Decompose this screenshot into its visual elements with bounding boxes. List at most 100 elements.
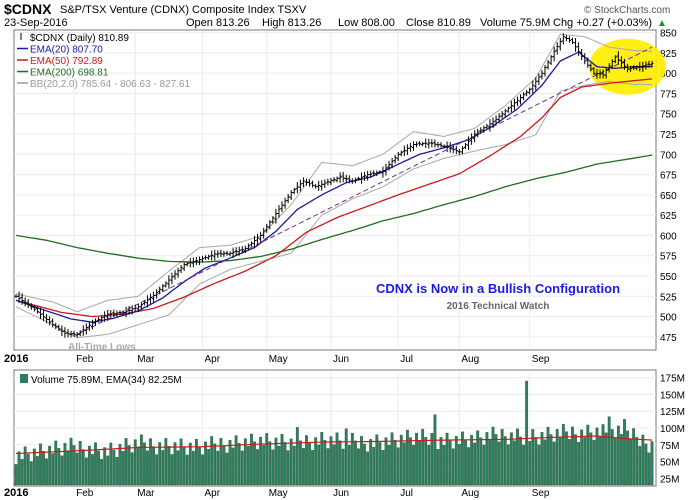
volume-bar [250, 433, 253, 486]
volume-bar [329, 436, 333, 486]
price-x-tick-label: Jun [333, 354, 349, 365]
volume-bar [155, 454, 159, 486]
volume-y-tick-label: 75M [660, 441, 679, 452]
high-label: High 813.26 [262, 17, 321, 29]
volume-bar [23, 446, 27, 486]
volume-bar [305, 435, 308, 486]
volume-bar [354, 440, 357, 486]
chg-arrow-icon: ▲ [657, 18, 667, 29]
volume-bar [69, 437, 73, 486]
volume-bar [314, 437, 318, 486]
volume-bar [574, 434, 577, 486]
volume-bar [387, 444, 391, 486]
volume-bar [418, 440, 422, 486]
volume-bar [45, 458, 48, 486]
volume-bar [320, 432, 324, 486]
volume-bar [442, 445, 446, 486]
volume-bar [372, 446, 376, 486]
price-y-tick-label: 525 [660, 292, 677, 303]
volume-bar [546, 426, 550, 486]
volume-bar [201, 454, 204, 486]
volume-bar [531, 429, 535, 486]
volume-x-tick-label: Aug [461, 488, 479, 499]
price-y-tick-label: 825 [660, 49, 677, 60]
price-y-tick-label: 650 [660, 191, 677, 202]
volume-bar [558, 436, 562, 486]
volume-bar [360, 436, 363, 486]
volume-bar [256, 449, 259, 486]
volume-bar [124, 438, 128, 486]
volume-bar [357, 448, 360, 486]
volume-bar [240, 450, 244, 486]
volume-bar [84, 457, 88, 486]
volume-bar [464, 439, 467, 486]
volume-bar [185, 454, 189, 486]
ema20-line [15, 51, 652, 323]
volume-bar [51, 453, 55, 486]
volume-bar [528, 441, 532, 486]
volume-bar [350, 433, 354, 486]
volume-series [14, 380, 654, 486]
volume-y-tick-label: 50M [660, 458, 679, 469]
volume-bar [644, 443, 648, 486]
volume-bar [522, 444, 525, 486]
volume-bar [115, 456, 119, 486]
volume-bar [234, 435, 238, 486]
price-y-tick-label: 775 [660, 89, 677, 100]
volume-bar [623, 419, 626, 486]
volume-x-tick-label: Apr [205, 488, 221, 499]
volume-bar [363, 443, 366, 486]
volume-bar [543, 439, 547, 486]
volume-bar [454, 436, 458, 486]
volume-bar [161, 450, 165, 486]
volume-bar [42, 451, 45, 486]
price-x-tick-label: Feb [76, 354, 94, 365]
price-y-tick-label: 600 [660, 231, 677, 242]
price-y-tick-label: 625 [660, 211, 677, 222]
volume-bar [63, 443, 67, 486]
volume-bar [620, 434, 623, 486]
volume-bar [500, 428, 504, 486]
volume-label: Volume 75.9M [480, 17, 550, 29]
volume-bar [393, 439, 397, 486]
volume-bar [497, 441, 501, 486]
volume-bar [146, 450, 149, 486]
legend-entry: $CDNX (Daily) 810.89 [30, 33, 129, 44]
price-panel [13, 29, 657, 351]
volume-bar [564, 431, 568, 486]
volume-bar [601, 424, 605, 486]
price-y-axis: 475 500 525 550 575 600 625 650 675 700 725 750 775 8… [660, 29, 677, 344]
volume-bar [308, 442, 311, 486]
volume-bar [78, 440, 82, 486]
volume-bar [311, 450, 314, 486]
volume-bar [176, 450, 180, 486]
volume-ema34-line [15, 435, 653, 455]
volume-bar [405, 429, 409, 486]
volume-bar [136, 446, 140, 486]
volume-bar [335, 432, 339, 486]
volume-bar [540, 432, 544, 486]
volume-bar [17, 451, 21, 486]
volume-bar [14, 464, 18, 486]
volume-x-tick-label: Mar [137, 488, 155, 499]
volume-bar [274, 437, 278, 486]
date-label: 23-Sep-2016 [4, 17, 68, 29]
volume-bar [433, 414, 437, 486]
volume-bar [292, 445, 296, 486]
volume-bar [552, 441, 556, 486]
volume-bar [549, 434, 553, 486]
volume-bar [225, 452, 229, 486]
volume-bar [262, 445, 266, 486]
volume-y-tick-label: 125M [660, 407, 685, 418]
volume-bar [66, 450, 70, 486]
price-y-tick-label: 700 [660, 150, 677, 161]
volume-bar [121, 451, 125, 486]
volume-bar [516, 428, 519, 486]
volume-bar [191, 450, 195, 486]
volume-bar [641, 434, 645, 486]
price-y-tick-label: 475 [660, 333, 677, 344]
volume-bar [164, 438, 168, 486]
volume-y-tick-label: 175M [660, 374, 685, 385]
volume-bar [170, 454, 174, 486]
volume-bar [402, 442, 406, 486]
